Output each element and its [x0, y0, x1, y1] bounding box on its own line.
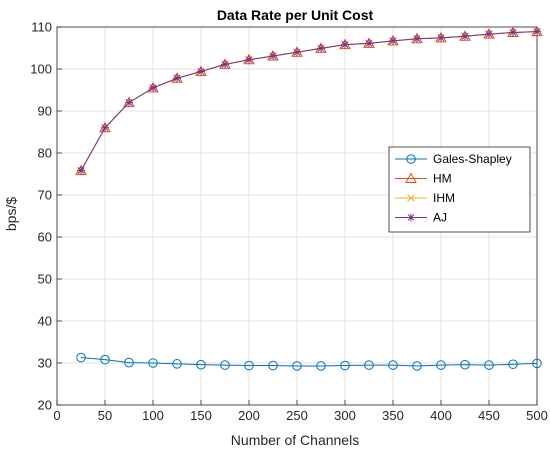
legend-item: Gales-Shapley: [395, 152, 512, 166]
data-point-marker: [364, 360, 374, 370]
x-tick-label: 0: [53, 408, 60, 423]
legend-item: AJ: [395, 211, 447, 225]
data-point-marker: [196, 359, 206, 370]
y-tick-label: 100: [30, 62, 52, 77]
legend-label: IHM: [433, 191, 455, 205]
data-point-marker: [148, 358, 158, 368]
data-point-marker: [389, 36, 397, 45]
x-tick-label: 150: [190, 408, 212, 423]
data-point-marker: [533, 27, 541, 36]
data-point-marker: [341, 40, 349, 49]
data-point-marker: [244, 360, 254, 371]
data-point-marker: [460, 359, 470, 370]
x-axis-title: Number of Channels: [231, 432, 359, 448]
data-point-marker: [485, 30, 493, 39]
data-point-marker: [316, 361, 326, 371]
data-point-marker: [197, 67, 205, 76]
x-tick-label: 350: [382, 408, 404, 423]
data-point-marker: [508, 359, 518, 370]
x-tick-label: 450: [478, 408, 500, 423]
series-gales-shapley: [76, 352, 542, 371]
y-tick-label: 70: [38, 188, 52, 203]
data-point-marker: [101, 123, 109, 132]
y-tick-label: 110: [31, 20, 52, 35]
y-tick-label: 20: [38, 398, 52, 413]
data-point-marker: [173, 74, 181, 83]
data-point-marker: [317, 44, 325, 53]
data-point-marker: [412, 361, 422, 371]
legend-marker: [407, 213, 415, 222]
data-point-marker: [461, 32, 469, 41]
data-point-marker: [413, 34, 421, 43]
data-point-marker: [436, 360, 446, 370]
data-point-marker: [509, 28, 517, 37]
x-axis-ticks: 0 50 100 150 200 250 300 350 400 450 500: [53, 400, 548, 423]
legend-label: AJ: [433, 211, 447, 225]
x-tick-label: 300: [334, 408, 356, 423]
data-point-marker: [532, 358, 542, 369]
legend-marker: [405, 172, 417, 183]
legend-label: HM: [433, 172, 452, 186]
y-tick-label: 80: [38, 146, 52, 161]
y-tick-label: 60: [38, 230, 52, 245]
data-point-marker: [124, 357, 134, 368]
data-point-marker: [269, 51, 277, 60]
data-point-marker: [221, 60, 229, 69]
x-tick-label: 250: [286, 408, 308, 423]
data-point-marker: [77, 166, 85, 175]
x-tick-label: 400: [430, 408, 452, 423]
data-point-marker: [340, 360, 350, 371]
data-point-marker: [365, 39, 373, 48]
legend: Gales-Shapley HM IHM AJ: [388, 146, 531, 233]
chart-title: Data Rate per Unit Cost: [217, 7, 374, 23]
data-point-marker: [245, 55, 253, 64]
series-layer: [75, 25, 543, 371]
data-point-marker: [125, 98, 133, 107]
x-tick-label: 50: [98, 408, 112, 423]
y-tick-label: 40: [38, 314, 52, 329]
data-point-marker: [292, 361, 302, 371]
x-tick-label: 200: [238, 408, 260, 423]
data-point-marker: [76, 352, 86, 363]
y-tick-label: 30: [38, 356, 52, 371]
data-point-marker: [484, 360, 494, 370]
data-point-marker: [220, 360, 230, 370]
data-point-marker: [388, 360, 398, 370]
y-tick-label: 90: [38, 104, 52, 119]
y-axis-ticks: 20 30 40 50 60 70 80 90 100 110: [30, 20, 62, 413]
series-aj: [77, 27, 541, 175]
x-tick-label: 500: [526, 408, 548, 423]
data-point-marker: [172, 359, 182, 369]
legend-item: HM: [395, 172, 452, 186]
data-point-marker: [100, 354, 110, 365]
y-tick-label: 50: [38, 272, 52, 287]
legend-label: Gales-Shapley: [433, 152, 512, 166]
legend-item: IHM: [395, 191, 455, 205]
x-tick-label: 100: [142, 408, 164, 423]
data-point-marker: [149, 83, 157, 92]
data-point-marker: [268, 360, 278, 371]
data-point-marker: [293, 48, 301, 57]
legend-marker: [406, 154, 416, 164]
y-axis-title: bps/$: [3, 197, 19, 231]
legend-marker: [407, 194, 415, 202]
data-point-marker: [437, 33, 445, 42]
